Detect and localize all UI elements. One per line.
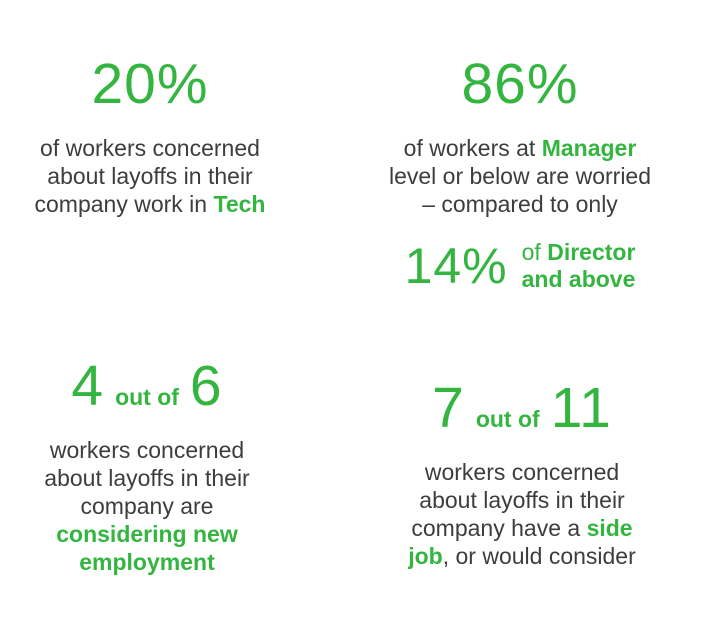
stat-side-job-line4-highlight: job (408, 543, 443, 569)
stat-side-job: 7 out of 11 workers concerned about layo… (376, 380, 668, 570)
stat-side-job-line4-text: , or would consider (442, 543, 636, 569)
stat-new-employment-line2: about layoffs in their (44, 465, 250, 491)
stat-manager-line1-text: of workers at (403, 135, 542, 161)
stat-director: 14% of Director and above (372, 239, 668, 293)
stat-director-line1: of Director (522, 239, 636, 266)
stat-new-employment: 4 out of 6 workers concerned about layof… (14, 358, 280, 576)
stat-manager-caption: of workers at Manager level or below are… (372, 134, 668, 218)
stat-new-employment-ratio: 4 out of 6 (14, 358, 280, 415)
stat-manager-value: 86% (461, 52, 579, 116)
stat-director-line1-highlight: Director (547, 239, 636, 265)
stat-new-employment-line1: workers concerned (49, 437, 245, 463)
stat-manager-line3: – compared to only (422, 191, 618, 217)
stat-tech: 20% of workers concerned about layoffs i… (14, 56, 286, 218)
stat-side-job-line2: about layoffs in their (419, 487, 625, 513)
stat-side-job-ratio: 7 out of 11 (376, 380, 668, 437)
stat-manager-line2: level or below are worried (388, 163, 652, 189)
stat-side-job-line3: company have a side (376, 514, 668, 542)
stat-tech-line3: company work in Tech (14, 190, 286, 218)
stat-new-employment-connector: out of (115, 384, 179, 410)
stat-tech-line1: of workers concerned (40, 135, 260, 161)
stat-new-employment-line5: employment (79, 549, 215, 575)
stat-side-job-connector: out of (475, 406, 540, 432)
stat-side-job-denominator: 11 (550, 376, 612, 440)
stat-new-employment-line3: company are (80, 493, 214, 519)
stat-tech-caption: of workers concerned about layoffs in th… (14, 134, 286, 218)
stat-tech-line3-highlight: Tech (213, 191, 266, 217)
stat-manager: 86% of workers at Manager level or below… (372, 56, 668, 293)
stat-new-employment-line4: considering new (56, 521, 238, 547)
stat-tech-line3-text: company work in (34, 191, 214, 217)
stat-side-job-line3-text: company have a (411, 515, 587, 541)
stat-new-employment-denominator: 6 (189, 354, 223, 418)
stat-director-line2: and above (521, 266, 636, 292)
stat-side-job-caption: workers concerned about layoffs in their… (376, 458, 668, 570)
stat-manager-line1-highlight: Manager (541, 135, 637, 161)
stat-tech-line2: about layoffs in their (47, 163, 253, 189)
stat-side-job-line4: job, or would consider (376, 542, 668, 570)
stat-side-job-line3-highlight: side (586, 515, 633, 541)
stat-manager-line1: of workers at Manager (372, 134, 668, 162)
stat-director-value: 14% (404, 238, 508, 294)
stat-new-employment-numerator: 4 (71, 354, 105, 418)
stat-new-employment-caption: workers concerned about layoffs in their… (14, 436, 280, 576)
stat-tech-value: 20% (91, 52, 209, 116)
stat-side-job-line1: workers concerned (424, 459, 620, 485)
stat-director-line1-text: of (521, 239, 548, 265)
stat-side-job-numerator: 7 (432, 376, 465, 440)
stat-director-caption: of Director and above (522, 239, 636, 293)
